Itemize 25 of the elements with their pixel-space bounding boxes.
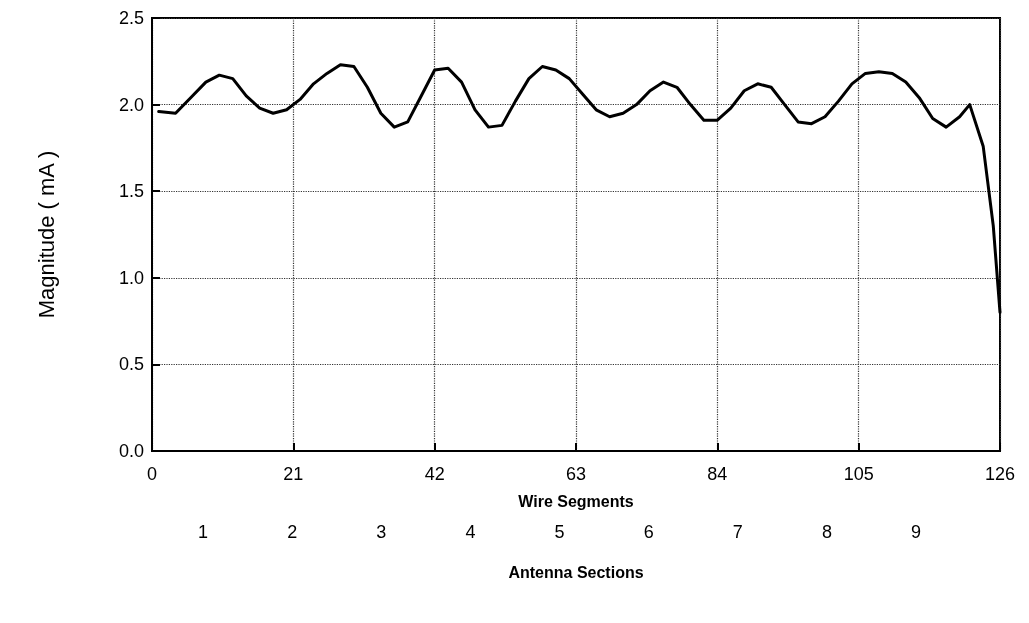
y-tick-label: 2.0 xyxy=(118,94,144,115)
x-tick-label: 84 xyxy=(707,464,728,484)
x-tick-label: 21 xyxy=(283,464,304,484)
y-tick-label: 2.5 xyxy=(118,8,144,28)
text: 6 xyxy=(643,522,654,542)
text: 7 xyxy=(732,522,743,542)
y-tick-label: 0.5 xyxy=(118,354,144,375)
y-tick-label: 1.0 xyxy=(118,267,144,288)
x-tick-label: 126 xyxy=(984,464,1016,484)
text: 4 xyxy=(465,522,476,542)
text: 8 xyxy=(821,522,832,542)
y-tick-label: 0.0 xyxy=(118,441,144,461)
text: 5 xyxy=(554,522,565,542)
x-tick-label: 63 xyxy=(565,464,587,484)
text: 3 xyxy=(376,522,387,542)
text: 9 xyxy=(910,522,922,542)
x-tick-label: 105 xyxy=(843,464,874,484)
y-tick-label: 1.5 xyxy=(118,181,144,202)
x-tick-label: 0 xyxy=(146,464,158,484)
text: 2 xyxy=(287,522,298,542)
text: Antenna Sections xyxy=(508,563,644,581)
x-axis-title: Wire Segments xyxy=(518,492,634,510)
text: 1 xyxy=(197,522,209,542)
x-tick-label: 42 xyxy=(424,464,445,484)
y-axis-title: Magnitude ( mA ) xyxy=(33,150,59,319)
